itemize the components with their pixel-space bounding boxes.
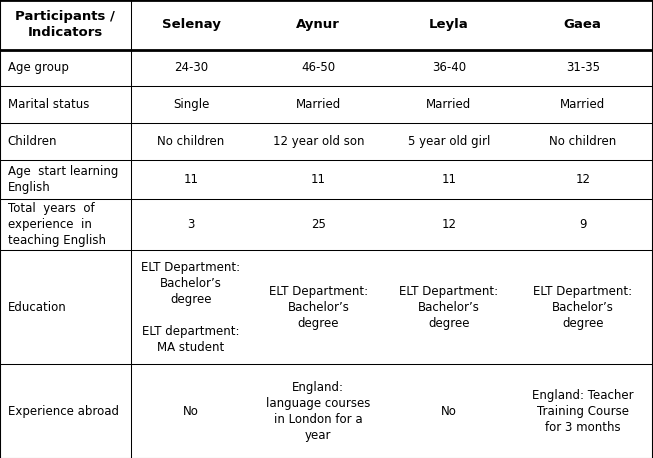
Text: ELT Department:
Bachelor’s
degree

ELT department:
MA student: ELT Department: Bachelor’s degree ELT de… [142, 261, 240, 354]
Text: Single: Single [173, 98, 209, 111]
Text: No: No [441, 404, 457, 418]
Text: Marital status: Marital status [8, 98, 89, 111]
Text: Experience abroad: Experience abroad [8, 404, 119, 418]
Text: Leyla: Leyla [429, 18, 469, 31]
Text: Age group: Age group [8, 61, 69, 74]
Text: England:
language courses
in London for a
year: England: language courses in London for … [266, 381, 370, 442]
Text: 3: 3 [187, 218, 195, 231]
Text: Total  years  of
experience  in
teaching English: Total years of experience in teaching En… [8, 202, 106, 247]
Text: No: No [183, 404, 199, 418]
Text: 24-30: 24-30 [174, 61, 208, 74]
Text: England: Teacher
Training Course
for 3 months: England: Teacher Training Course for 3 m… [532, 389, 633, 434]
Text: 12: 12 [575, 173, 590, 185]
Text: 11: 11 [311, 173, 326, 185]
Text: 31-35: 31-35 [565, 61, 600, 74]
Text: 5 year old girl: 5 year old girl [407, 135, 490, 148]
Text: ELT Department:
Bachelor’s
degree: ELT Department: Bachelor’s degree [534, 284, 632, 329]
Text: 25: 25 [311, 218, 326, 231]
Text: Participants /
Indicators: Participants / Indicators [16, 10, 115, 39]
Text: 12: 12 [441, 218, 456, 231]
Text: ELT Department:
Bachelor’s
degree: ELT Department: Bachelor’s degree [400, 284, 498, 329]
Text: Education: Education [8, 300, 67, 314]
Text: ELT Department:
Bachelor’s
degree: ELT Department: Bachelor’s degree [269, 284, 368, 329]
Text: 9: 9 [579, 218, 586, 231]
Text: Children: Children [8, 135, 57, 148]
Text: 11: 11 [441, 173, 456, 185]
Text: Married: Married [560, 98, 605, 111]
Text: Married: Married [426, 98, 471, 111]
Text: No children: No children [157, 135, 225, 148]
Text: Married: Married [296, 98, 341, 111]
Text: Selenay: Selenay [161, 18, 221, 31]
Text: No children: No children [549, 135, 616, 148]
Text: 12 year old son: 12 year old son [272, 135, 364, 148]
Text: Age  start learning
English: Age start learning English [8, 165, 118, 194]
Text: Aynur: Aynur [296, 18, 340, 31]
Text: Gaea: Gaea [564, 18, 602, 31]
Text: 36-40: 36-40 [432, 61, 466, 74]
Text: 46-50: 46-50 [301, 61, 336, 74]
Text: 11: 11 [183, 173, 199, 185]
